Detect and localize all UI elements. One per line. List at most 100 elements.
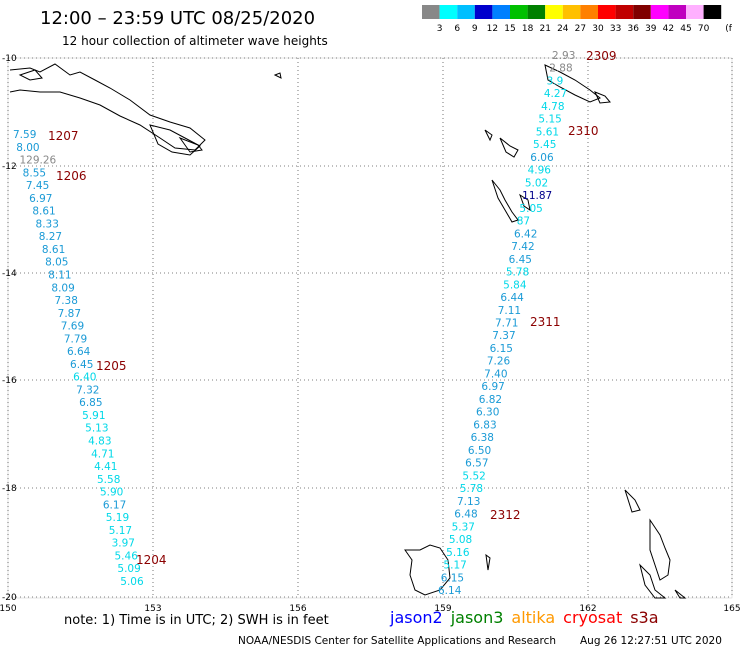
swh-value: 6.40 — [73, 372, 96, 384]
swh-value: 7.87 — [58, 308, 81, 320]
scale-label: 9 — [472, 24, 478, 34]
swh-value: 7.69 — [61, 321, 84, 333]
swh-value: 8.11 — [48, 269, 71, 281]
pass-label: 2310 — [568, 124, 599, 138]
swh-value: 2.93 — [552, 50, 575, 62]
swh-value: 5.15 — [538, 114, 561, 126]
swh-value: 87 — [517, 216, 530, 228]
swh-value: 5.13 — [85, 423, 108, 435]
swh-value: 6.45 — [509, 254, 532, 266]
swh-value: 2.88 — [549, 63, 572, 75]
swh-value: 6.30 — [476, 407, 499, 419]
scale-swatch — [510, 5, 528, 19]
track-right: 2.932.883.94.274.785.155.615.456.064.965… — [438, 50, 575, 597]
swh-value: 5.17 — [109, 525, 132, 537]
coastline-islet-2 — [273, 72, 282, 79]
swh-value: 3.97 — [112, 538, 135, 550]
swh-value: 7.42 — [511, 241, 534, 253]
swh-value: 4.71 — [91, 448, 114, 460]
map-frame — [7, 57, 733, 599]
pass-label: 1205 — [96, 359, 127, 373]
scale-label: 27 — [575, 24, 586, 34]
coastline-solomons-2 — [594, 91, 611, 104]
coastline-island-2 — [499, 137, 519, 158]
scale-label: 30 — [592, 24, 604, 34]
swh-value: 8.05 — [45, 257, 68, 269]
tick-label-lon: 159 — [434, 604, 451, 614]
swh-value: 8.09 — [51, 282, 74, 294]
swh-value: 5.37 — [452, 521, 475, 533]
tick-label-lon: 153 — [144, 604, 161, 614]
coastline-islet-1 — [18, 69, 43, 81]
scale-swatch — [492, 5, 510, 19]
swh-value: 7.40 — [484, 368, 507, 380]
page-subtitle: 12 hour collection of altimeter wave hei… — [62, 34, 328, 48]
satellite-legend: jason2 jason3 altika cryosat s3a — [390, 608, 667, 627]
satellite-legend-item: cryosat — [563, 608, 623, 627]
pass-label: 1207 — [48, 129, 79, 143]
scale-swatch — [422, 5, 440, 19]
tick-label-lat: -20 — [2, 593, 17, 603]
tick-label-lon: 156 — [289, 604, 306, 614]
coastline-vanuatu-2 — [519, 193, 531, 212]
scale-swatch — [562, 5, 581, 19]
swh-value: 129.26 — [19, 155, 56, 167]
swh-value: 5.78 — [506, 267, 529, 279]
scale-swatch — [633, 5, 651, 19]
coastline-fiji-2 — [649, 518, 671, 581]
scale-label: 3 — [437, 24, 443, 34]
swh-value: 5.61 — [536, 126, 559, 138]
swh-value: 4.96 — [528, 165, 552, 177]
swh-value: 5.17 — [443, 560, 466, 572]
pass-label: 2311 — [530, 315, 561, 329]
axis-ticks: 150 153 156 159 162 165 -10 -12 -14 -16 -18 -20 — [0, 54, 740, 614]
scale-swatch — [457, 5, 475, 19]
swh-value: 6.97 — [29, 193, 52, 205]
tick-label-lon: 165 — [723, 604, 740, 614]
swh-value: 4.78 — [541, 101, 564, 113]
swh-value: 5.45 — [533, 139, 556, 151]
swh-value: 6.15 — [490, 343, 513, 355]
scale-label: 21 — [539, 24, 550, 34]
swh-value: 6.57 — [465, 458, 488, 470]
tick-label-lat: -18 — [2, 484, 17, 494]
swh-value: 6.15 — [441, 572, 464, 584]
scale-swatch — [580, 5, 598, 19]
swh-value: 7.37 — [492, 330, 515, 342]
coastline-png-east — [149, 124, 201, 156]
scale-label: 24 — [557, 24, 569, 34]
scale-label: 33 — [610, 24, 621, 34]
swh-value: 4.83 — [88, 436, 111, 448]
swh-value: 6.97 — [481, 381, 504, 393]
swh-value: 8.27 — [39, 231, 62, 243]
swh-value: 5.08 — [449, 534, 472, 546]
scale-swatch — [668, 5, 686, 19]
swh-value: 5.06 — [120, 576, 144, 588]
scale-swatch — [650, 5, 669, 19]
swh-value: 6.14 — [438, 585, 462, 597]
coastline-louisiade — [178, 136, 203, 153]
scale-label: 45 — [680, 24, 691, 34]
coastline-island-1 — [484, 129, 493, 142]
timestamp: Aug 26 12:27:51 UTC 2020 — [580, 635, 722, 647]
tick-label-lat: -16 — [2, 376, 17, 386]
swh-value: 6.85 — [79, 397, 102, 409]
swh-value: 6.45 — [70, 359, 93, 371]
swh-value: 7.13 — [457, 496, 480, 508]
scale-swatch — [598, 5, 616, 19]
tick-label-lon: 162 — [579, 604, 596, 614]
satellite-legend-item: jason2 — [390, 608, 443, 627]
pass-label: 1206 — [56, 169, 87, 183]
tick-label-lon: 150 — [0, 604, 17, 614]
swh-value: 4.41 — [94, 461, 117, 473]
coastline-fiji-1 — [624, 489, 641, 513]
grid-lines — [7, 57, 733, 598]
coastlines — [9, 63, 687, 599]
track-left: 7.598.00129.268.557.456.978.618.338.278.… — [13, 129, 144, 588]
swh-value: 8.33 — [36, 218, 59, 230]
swh-value: 6.50 — [468, 445, 491, 457]
coastline-new-caledonia — [404, 544, 451, 596]
scale-label: 39 — [645, 24, 657, 34]
coastline-vanuatu-1 — [491, 179, 519, 223]
